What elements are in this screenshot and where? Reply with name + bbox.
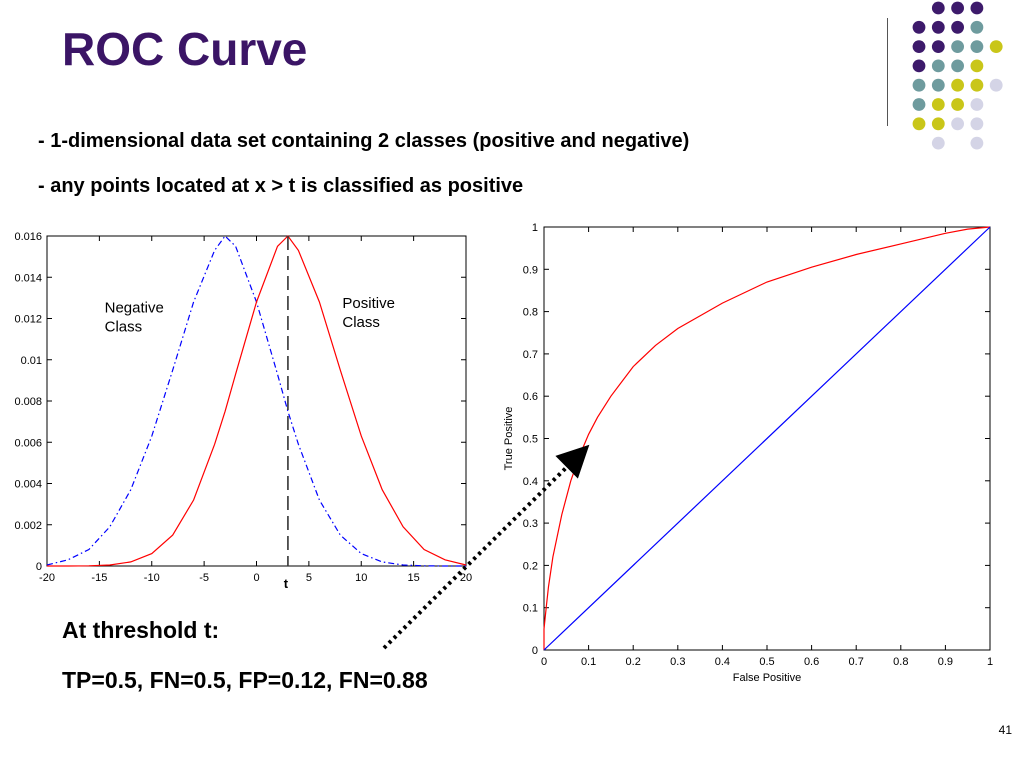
negative-class-label: Negative: [105, 299, 164, 316]
positive-class-label: Class: [342, 314, 380, 331]
decorative-dot: [931, 117, 945, 131]
x-tick-label: 20: [460, 572, 472, 584]
decorative-dot: [989, 78, 1003, 92]
positive-class-label: Positive: [342, 295, 395, 312]
y-tick-label: 1: [532, 222, 538, 234]
decorative-dot: [912, 20, 926, 34]
decorative-dot: [951, 117, 964, 131]
x-tick-label: 0.6: [804, 656, 819, 668]
y-tick-label: 0.3: [523, 518, 538, 530]
x-tick-label: 0.1: [581, 656, 596, 668]
slide-title: ROC Curve: [62, 23, 308, 75]
y-tick-label: 0.016: [14, 231, 42, 243]
x-tick-label: 1: [987, 656, 993, 668]
y-tick-label: 0.008: [14, 396, 42, 408]
x-tick-label: 0.4: [715, 656, 730, 668]
y-tick-label: 0.7: [523, 349, 538, 361]
decorative-dot: [970, 59, 984, 73]
decorative-dot: [931, 20, 945, 34]
y-tick-label: 0.014: [14, 272, 42, 284]
decorative-dot: [951, 98, 964, 111]
decorative-dot: [951, 1, 964, 15]
decorative-dot: [931, 40, 945, 53]
x-tick-label: 0.2: [626, 656, 641, 668]
y-tick-label: 0.4: [523, 476, 538, 488]
y-tick-label: 0: [532, 645, 538, 657]
y-tick-label: 0: [36, 561, 42, 573]
threshold-label: t: [284, 576, 289, 591]
bullet-2: - any points located at x > t is classif…: [38, 175, 524, 197]
decorative-dot: [951, 20, 964, 34]
plot-frame: [46, 235, 467, 567]
page-number: 41: [998, 723, 1012, 737]
x-tick-label: 0.8: [893, 656, 908, 668]
bullet-1: - 1-dimensional data set containing 2 cl…: [38, 130, 690, 152]
decorative-dot: [970, 40, 984, 53]
y-tick-label: 0.6: [523, 391, 538, 403]
decorative-dot: [951, 59, 964, 73]
negative-class-label: Class: [105, 318, 143, 335]
decorative-divider: [887, 18, 888, 126]
decorative-dot: [951, 78, 964, 92]
decorative-dot: [970, 136, 984, 150]
decorative-dot: [912, 98, 926, 111]
x-tick-label: -10: [144, 572, 160, 584]
threshold-values: TP=0.5, FN=0.5, FP=0.12, FN=0.88: [62, 667, 428, 693]
x-tick-label: 0.5: [759, 656, 774, 668]
x-tick-label: 0: [253, 572, 259, 584]
y-tick-label: 0.8: [523, 307, 538, 319]
x-tick-label: 0.9: [938, 656, 953, 668]
y-tick-label: 0.012: [14, 314, 42, 326]
decorative-dot: [931, 98, 945, 111]
y-tick-label: 0.002: [14, 520, 42, 532]
decorative-dot: [970, 98, 984, 111]
decorative-dot: [989, 40, 1003, 53]
decorative-dot: [970, 1, 984, 15]
roc-svg: 0 0.1 0.2 0.3 0.4 0.5 0.6 0.7 0.8 0.9 1 0 0.1 0.2 0.3 0…: [503, 222, 993, 684]
x-tick-label: 0: [541, 656, 547, 668]
y-tick-label: 0.2: [523, 560, 538, 572]
x-tick-label: -5: [199, 572, 209, 584]
x-tick-label: 15: [408, 572, 420, 584]
x-tick-label: 0.3: [670, 656, 685, 668]
y-tick-label: 0.5: [523, 434, 538, 446]
decorative-dot: [931, 78, 945, 92]
random-classifier-diagonal: [543, 226, 991, 651]
decorative-dot: [970, 117, 984, 131]
x-tick-label: -15: [91, 572, 107, 584]
x-tick-label: 5: [306, 572, 312, 584]
x-axis-label: False Positive: [733, 672, 801, 684]
threshold-heading: At threshold t:: [62, 617, 220, 643]
y-tick-label: 0.1: [523, 603, 538, 615]
decorative-dot: [912, 40, 926, 53]
decorative-dot: [931, 136, 945, 150]
x-tick-label: 0.7: [849, 656, 864, 668]
roc-chart: 0 0.1 0.2 0.3 0.4 0.5 0.6 0.7 0.8 0.9 1 0 0.1 0.2 0.3 0…: [496, 216, 1002, 692]
y-tick-label: 0.004: [14, 479, 42, 491]
y-tick-label: 0.006: [14, 437, 42, 449]
class-distribution-svg: 0 0.002 0.004 0.006 0.008 0.01 0.012 0.014 0.016…: [14, 231, 472, 591]
x-tick-label: -20: [39, 572, 55, 584]
decorative-dot: [951, 40, 964, 53]
class-distribution-chart: 0 0.002 0.004 0.006 0.008 0.01 0.012 0.014 0.016…: [0, 222, 476, 600]
decorative-dot: [931, 1, 945, 15]
y-tick-label: 0.01: [21, 355, 42, 367]
decorative-dot: [912, 59, 926, 73]
y-axis-label: True Positive: [503, 407, 515, 471]
x-tick-label: 10: [355, 572, 367, 584]
decorative-dot: [912, 117, 926, 131]
y-tick-label: 0.9: [523, 264, 538, 276]
decorative-dot: [912, 78, 926, 92]
decorative-dot: [970, 20, 984, 34]
decorative-dot: [931, 59, 945, 73]
decorative-dot: [970, 78, 984, 92]
